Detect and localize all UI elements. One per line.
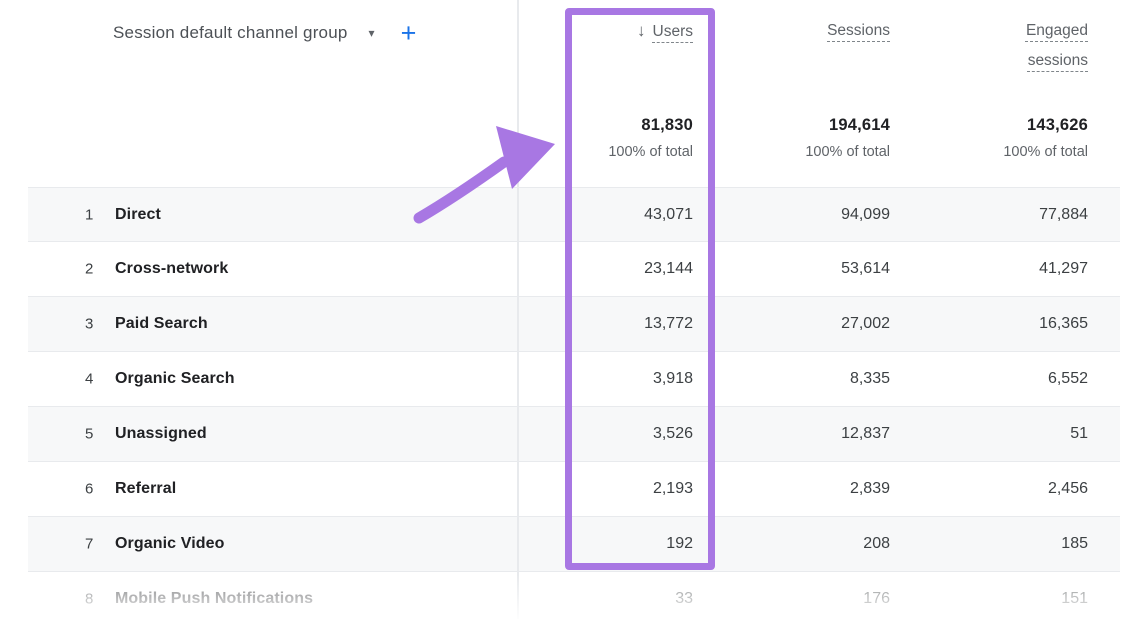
dimension-label: Session default channel group <box>113 23 348 42</box>
column-header-users-label: Users <box>652 23 693 40</box>
total-users-value: 81,830 <box>641 116 693 134</box>
engaged-sessions-value: 2,456 <box>1047 480 1088 497</box>
sessions-value: 94,099 <box>841 205 890 223</box>
column-header-sessions[interactable]: Sessions <box>827 16 890 46</box>
row-index: 8 <box>85 590 94 608</box>
users-value: 23,144 <box>644 260 693 277</box>
plus-icon: + <box>400 17 417 48</box>
column-header-engaged-sessions-label: Engaged sessions <box>1025 22 1088 69</box>
engaged-sessions-value: 185 <box>1061 535 1088 552</box>
row-index: 6 <box>85 480 94 498</box>
sessions-value: 27,002 <box>841 315 890 332</box>
add-dimension-button[interactable]: + <box>398 17 420 48</box>
row-index: 3 <box>85 315 94 333</box>
channel-name: Organic Video <box>115 535 225 552</box>
table-row[interactable]: 2 Cross-network 23,144 53,614 41,297 <box>28 242 1120 297</box>
row-index: 1 <box>85 206 94 223</box>
engaged-sessions-value: 16,365 <box>1039 315 1088 332</box>
sort-descending-icon: ↓ <box>637 21 646 40</box>
arrow-head <box>496 126 555 189</box>
row-index: 7 <box>85 535 94 553</box>
engaged-sessions-value: 51 <box>1070 425 1088 442</box>
channel-name: Paid Search <box>115 315 208 332</box>
table-row[interactable]: 4 Organic Search 3,918 8,335 6,552 <box>28 352 1120 407</box>
dimension-selector[interactable]: Session default channel group ▾ + <box>113 16 419 50</box>
total-engaged-sessions-share: 100% of total <box>1003 144 1088 160</box>
total-sessions-value: 194,614 <box>828 116 890 134</box>
users-value: 192 <box>666 535 693 552</box>
channel-name: Cross-network <box>115 260 229 277</box>
users-value: 3,918 <box>652 370 693 387</box>
sessions-value: 12,837 <box>841 425 890 442</box>
channel-name: Organic Search <box>115 370 235 387</box>
row-index: 5 <box>85 425 94 443</box>
table-body: 1 Direct 43,071 94,099 77,884 2 Cross-ne… <box>28 187 1120 619</box>
users-value: 33 <box>675 590 693 607</box>
users-value: 13,772 <box>644 315 693 332</box>
channel-name: Direct <box>115 205 161 223</box>
totals-engaged-sessions: 143,626 100% of total <box>1003 116 1088 160</box>
table-row[interactable]: 8 Mobile Push Notifications 33 176 151 <box>28 572 1120 619</box>
total-sessions-share: 100% of total <box>805 144 890 160</box>
users-value: 43,071 <box>644 205 693 223</box>
sessions-value: 2,839 <box>849 480 890 497</box>
table-row[interactable]: 5 Unassigned 3,526 12,837 51 <box>28 407 1120 462</box>
sessions-value: 8,335 <box>849 370 890 387</box>
engaged-sessions-value: 77,884 <box>1039 205 1088 223</box>
column-divider <box>517 0 519 619</box>
sessions-value: 208 <box>863 535 890 552</box>
channel-name: Referral <box>115 480 177 497</box>
column-header-users[interactable]: ↓ Users <box>637 16 693 47</box>
engaged-sessions-value: 6,552 <box>1047 370 1088 387</box>
table-row[interactable]: 3 Paid Search 13,772 27,002 16,365 <box>28 297 1120 352</box>
sessions-value: 176 <box>863 590 890 607</box>
table-row[interactable]: 7 Organic Video 192 208 185 <box>28 517 1120 572</box>
total-engaged-sessions-value: 143,626 <box>1026 116 1088 134</box>
totals-sessions: 194,614 100% of total <box>805 116 890 160</box>
table-row[interactable]: 1 Direct 43,071 94,099 77,884 <box>28 187 1120 242</box>
channel-name: Unassigned <box>115 425 207 442</box>
table-row[interactable]: 6 Referral 2,193 2,839 2,456 <box>28 462 1120 517</box>
row-index: 2 <box>85 260 94 278</box>
totals-users: 81,830 100% of total <box>608 116 693 160</box>
users-value: 3,526 <box>652 425 693 442</box>
users-value: 2,193 <box>652 480 693 497</box>
total-users-share: 100% of total <box>608 144 693 160</box>
column-header-engaged-sessions[interactable]: Engaged sessions <box>996 16 1088 76</box>
channel-name: Mobile Push Notifications <box>115 590 314 607</box>
sessions-value: 53,614 <box>841 260 890 277</box>
column-header-sessions-label: Sessions <box>827 22 890 39</box>
engaged-sessions-value: 41,297 <box>1039 260 1088 277</box>
chevron-down-icon[interactable]: ▾ <box>368 26 375 40</box>
engaged-sessions-value: 151 <box>1061 590 1088 607</box>
row-index: 4 <box>85 370 94 388</box>
